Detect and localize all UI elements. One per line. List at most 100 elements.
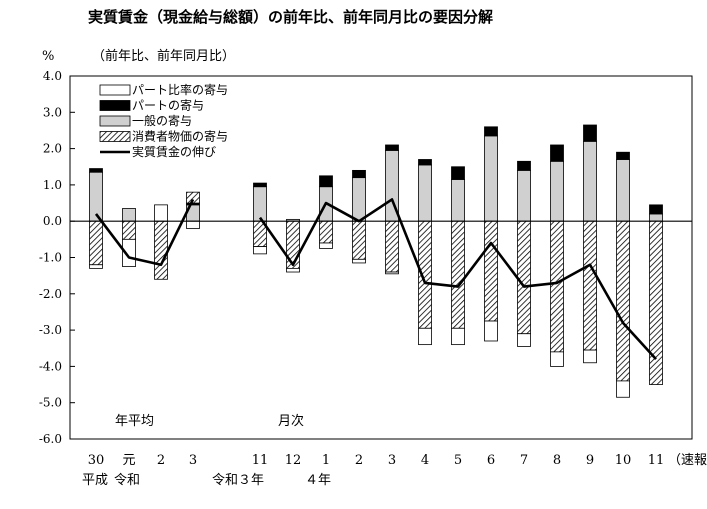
bar-part-ratio: [89, 264, 103, 269]
bar-general-worker: [550, 160, 564, 222]
bar-consumer-price: [583, 220, 597, 351]
x-tick-label: 3: [189, 453, 197, 468]
bar-part-ratio: [186, 220, 200, 229]
y-tick-label: 4.0: [43, 69, 62, 83]
bar-consumer-price: [154, 220, 168, 280]
legend-label-real-wage-line: 実質賃金の伸び: [132, 144, 216, 159]
legend-label-consumer-price: 消費者物価の寄与: [132, 129, 228, 144]
real-wage-growth-line: [258, 198, 657, 361]
real-wage-growth-line: [94, 198, 195, 267]
y-tick-label: -1.0: [39, 251, 62, 265]
y-tick-label: 2.0: [43, 142, 62, 156]
x-tick-label: 10: [615, 453, 632, 468]
bar-general-worker: [649, 213, 663, 222]
bar-part-ratio: [352, 258, 366, 264]
bar-consumer-price: [517, 220, 531, 335]
bar-part-worker: [319, 175, 333, 188]
bar-consumer-price: [352, 220, 366, 260]
bar-part-ratio: [517, 333, 531, 347]
x-tick-label: 5: [454, 453, 462, 468]
era-label: ４年: [305, 473, 331, 488]
bar-consumer-price: [286, 220, 300, 269]
bar-consumer-price: [319, 220, 333, 244]
x-tick-label: 7: [520, 453, 528, 468]
bar-part-ratio: [319, 242, 333, 249]
legend-label-general-worker: 一般の寄与: [132, 113, 192, 128]
legend-label-part-worker: パートの寄与: [132, 98, 204, 113]
bar-part-ratio: [154, 204, 168, 222]
bar-part-worker: [517, 160, 531, 171]
bar-general-worker: [122, 208, 136, 222]
bar-part-worker: [418, 159, 432, 166]
bar-consumer-price: [451, 220, 465, 329]
bar-consumer-price: [616, 220, 630, 382]
bar-part-worker: [649, 204, 663, 215]
bar-part-worker: [451, 166, 465, 180]
bar-part-worker: [616, 151, 630, 160]
section-label-monthly: 月次: [278, 413, 304, 429]
bar-part-ratio: [451, 327, 465, 346]
x-tick-label: 2: [355, 453, 363, 468]
era-label: 平成: [82, 473, 108, 488]
x-tick-label: 元: [122, 453, 135, 468]
x-tick-label: 8: [553, 453, 561, 468]
chart-title: 実質賃金（現金給与総額）の前年比、前年同月比の要因分解: [88, 8, 493, 26]
bar-general-worker: [484, 135, 498, 222]
bar-consumer-price: [385, 220, 399, 273]
bar-consumer-price: [649, 220, 663, 385]
bar-part-ratio: [385, 271, 399, 275]
bar-part-worker: [352, 169, 366, 179]
era-label: 令和３年: [212, 473, 264, 488]
bar-part-ratio: [616, 380, 630, 398]
bar-part-worker: [484, 126, 498, 137]
bar-part-worker: [550, 144, 564, 162]
bar-general-worker: [517, 169, 531, 222]
bar-part-worker: [89, 168, 103, 173]
bar-general-worker: [451, 179, 465, 222]
y-tick-label: 0.0: [43, 214, 62, 228]
y-tick-label: -6.0: [39, 432, 62, 446]
y-unit-label: %: [42, 49, 54, 64]
x-tick-label: 11: [648, 453, 665, 468]
x-tick-label: 12: [285, 453, 302, 468]
bar-part-ratio: [253, 246, 267, 255]
bar-part-ratio: [550, 351, 564, 367]
bar-consumer-price: [550, 220, 564, 353]
legend-swatch-consumer-price: [99, 131, 131, 142]
x-tick-label: 6: [487, 453, 495, 468]
y-tick-label: -5.0: [39, 396, 62, 410]
bar-part-worker: [253, 182, 267, 188]
x-tick-label: 9: [586, 453, 594, 468]
x-tick-label: 11: [252, 453, 269, 468]
era-label: 令和: [114, 473, 140, 488]
bar-part-ratio: [122, 238, 136, 267]
x-tick-label: 2: [157, 453, 165, 468]
bar-part-ratio: [583, 349, 597, 364]
bar-general-worker: [352, 177, 366, 222]
bar-part-worker: [583, 124, 597, 142]
bar-part-ratio: [484, 320, 498, 342]
x-tick-label: 1: [322, 453, 330, 468]
bar-consumer-price: [484, 220, 498, 322]
legend-swatch-general-worker: [99, 115, 131, 127]
legend-swatch-part-worker: [99, 100, 131, 111]
bar-general-worker: [253, 186, 267, 222]
x-tick-label: 4: [421, 453, 429, 468]
bar-general-worker: [418, 164, 432, 222]
legend-label-part-ratio: パート比率の寄与: [132, 82, 228, 97]
y-tick-label: 1.0: [43, 178, 62, 192]
bar-consumer-price: [122, 220, 136, 240]
bar-part-ratio: [286, 267, 300, 273]
y-tick-label: -3.0: [39, 323, 62, 337]
bar-general-worker: [583, 140, 597, 222]
bar-consumer-price: [186, 191, 200, 204]
y-axis-title: （前年比、前年同月比）: [92, 48, 235, 64]
bar-part-ratio: [418, 327, 432, 346]
legend-swatch-part-ratio: [99, 84, 131, 96]
bar-consumer-price: [89, 220, 103, 266]
y-tick-label: 3.0: [43, 105, 62, 119]
y-tick-label: -2.0: [39, 287, 62, 301]
bar-general-worker: [616, 159, 630, 222]
